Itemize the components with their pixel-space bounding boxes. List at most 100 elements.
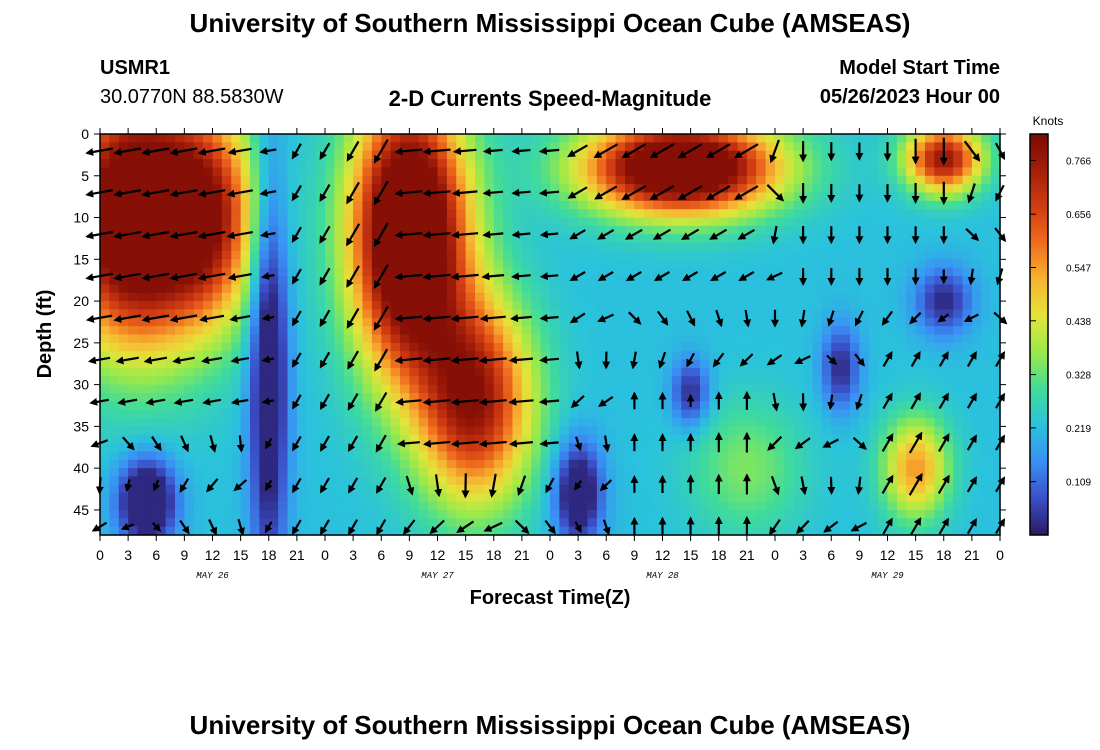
heat-cell xyxy=(765,326,776,336)
heat-cell xyxy=(503,326,514,336)
heat-cell xyxy=(212,284,223,294)
heat-cell xyxy=(521,384,532,394)
heat-cell xyxy=(109,493,120,503)
heat-cell xyxy=(231,242,242,252)
heat-cell xyxy=(400,434,410,444)
heat-cell xyxy=(343,284,354,294)
heat-cell xyxy=(165,225,176,235)
heat-cell xyxy=(128,509,139,519)
heat-cell xyxy=(906,418,917,427)
heat-cell xyxy=(400,209,410,219)
heat-cell xyxy=(953,184,964,194)
heat-cell xyxy=(887,384,898,394)
heat-cell xyxy=(175,351,185,361)
heat-cell xyxy=(315,426,326,436)
heat-cell xyxy=(925,351,935,361)
heat-cell xyxy=(812,434,823,444)
heat-cell xyxy=(887,150,898,160)
heat-cell xyxy=(128,392,139,402)
heat-cell xyxy=(681,501,692,511)
heat-cell xyxy=(793,518,804,528)
heat-cell xyxy=(493,426,504,436)
heat-cell xyxy=(962,267,973,277)
heat-cell xyxy=(596,501,607,511)
heat-cell xyxy=(700,301,710,311)
heat-cell xyxy=(840,184,851,194)
heat-cell xyxy=(746,501,757,511)
heat-cell xyxy=(540,326,551,336)
heat-cell xyxy=(268,342,279,352)
heat-cell xyxy=(118,484,129,494)
heat-cell xyxy=(962,409,973,419)
current-vector xyxy=(292,394,302,410)
heat-cell xyxy=(334,484,345,494)
heat-cell xyxy=(400,225,410,235)
heat-cell xyxy=(596,509,607,519)
current-vector xyxy=(881,310,893,326)
heat-cell xyxy=(784,276,795,285)
heat-cell xyxy=(484,242,495,252)
heat-cell xyxy=(859,384,870,394)
heat-cell xyxy=(156,276,167,285)
heat-cell xyxy=(643,443,654,453)
heat-cell xyxy=(428,342,439,352)
heat-cell xyxy=(643,301,654,311)
heat-cell xyxy=(803,267,814,277)
heat-cell xyxy=(596,443,607,453)
heat-cell xyxy=(418,418,429,427)
heat-cell xyxy=(840,367,851,377)
heat-cell xyxy=(343,418,354,427)
heat-cell xyxy=(100,443,110,453)
heat-cell xyxy=(662,493,673,503)
heat-cell xyxy=(662,409,673,419)
heat-cell xyxy=(868,451,879,461)
heat-cell xyxy=(821,259,832,269)
heat-cell xyxy=(728,292,739,302)
heat-cell xyxy=(212,342,223,352)
heat-cell xyxy=(775,418,785,427)
heat-cell xyxy=(943,326,954,336)
heat-cell xyxy=(746,317,757,327)
heat-cell xyxy=(203,451,214,461)
heat-cell xyxy=(756,451,767,461)
heat-cell xyxy=(475,484,485,494)
heat-cell xyxy=(428,401,439,411)
heat-cell xyxy=(718,317,729,327)
heat-cell xyxy=(465,242,476,252)
heat-cell xyxy=(606,501,617,511)
heat-cell xyxy=(587,484,598,494)
heat-cell xyxy=(653,309,664,319)
heat-cell xyxy=(718,526,729,536)
heat-cell xyxy=(990,459,1001,469)
heat-cell xyxy=(653,175,664,185)
heat-cell xyxy=(681,426,692,436)
heat-cell xyxy=(540,367,551,377)
heat-cell xyxy=(971,200,982,210)
heat-cell xyxy=(156,392,167,402)
heat-cell xyxy=(550,167,560,177)
heat-cell xyxy=(334,184,345,194)
heat-cell xyxy=(925,159,935,169)
heat-cell xyxy=(296,509,307,519)
heat-cell xyxy=(428,493,439,503)
heat-cell xyxy=(362,493,373,503)
heat-cell xyxy=(681,409,692,419)
heat-cell xyxy=(990,301,1001,311)
heat-cell xyxy=(250,284,260,294)
heat-cell xyxy=(259,376,270,386)
heat-cell xyxy=(221,259,232,269)
heat-cell xyxy=(334,509,345,519)
heat-cell xyxy=(175,259,185,269)
heat-cell xyxy=(662,259,673,269)
heat-cell xyxy=(531,468,542,478)
current-vector xyxy=(599,479,613,492)
heat-cell xyxy=(128,234,139,244)
heat-cell xyxy=(287,334,298,344)
heat-cell xyxy=(100,468,110,478)
heat-cell xyxy=(259,159,270,169)
heat-cell xyxy=(512,250,523,260)
heat-cell xyxy=(437,326,448,336)
current-vector xyxy=(478,439,507,448)
heat-cell xyxy=(962,493,973,503)
heat-cell xyxy=(728,367,739,377)
